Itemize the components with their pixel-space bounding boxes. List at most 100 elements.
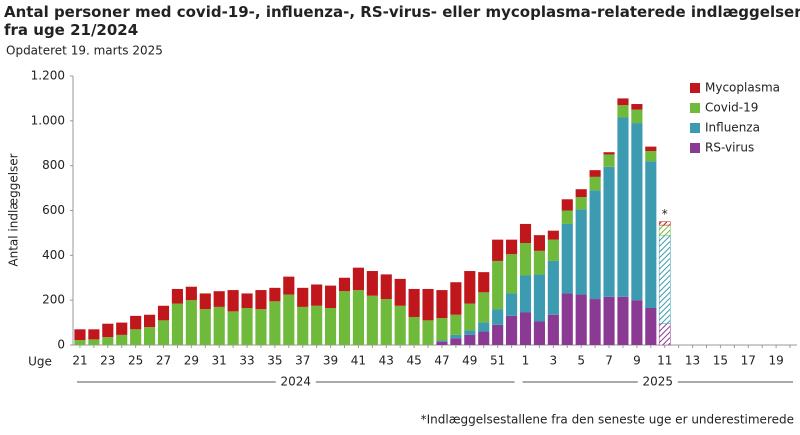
bar-segment	[366, 295, 378, 345]
bar-segment	[394, 305, 406, 345]
bar-segment	[171, 288, 183, 304]
bar-segment	[464, 303, 476, 331]
bar-segment	[547, 230, 559, 240]
x-tick-label: 15	[713, 354, 728, 368]
legend-swatch	[690, 143, 700, 153]
x-tick-label: 23	[100, 354, 115, 368]
x-tick-label: 51	[490, 354, 505, 368]
x-tick-label: 9	[633, 354, 641, 368]
x-tick-label: 49	[462, 354, 477, 368]
bar-segment	[88, 329, 100, 340]
bar-segment	[561, 199, 573, 211]
bar-segment	[645, 308, 657, 345]
bar-segment	[116, 322, 128, 335]
bar-segment	[436, 341, 448, 345]
bar-segment	[269, 301, 281, 345]
bar-segment	[603, 166, 615, 297]
bar-segment	[519, 223, 532, 244]
x-tick-label: 19	[768, 354, 783, 368]
bar-segment	[408, 316, 420, 345]
year-label-bg	[637, 374, 678, 390]
x-tick-label: 27	[156, 354, 171, 368]
bar-segment	[631, 300, 643, 345]
bar-segment	[185, 286, 197, 301]
bar-segment	[464, 271, 476, 304]
bar-segment	[130, 329, 142, 345]
bar-segment	[478, 322, 490, 332]
bar-segment	[492, 260, 504, 310]
bar-segment	[645, 146, 657, 152]
bar-segment	[74, 329, 86, 341]
bar-segment	[241, 293, 253, 309]
bar-segment	[492, 324, 504, 345]
x-tick-label: 17	[741, 354, 756, 368]
bar-segment	[547, 314, 559, 345]
footnote: *Indlæggelsestallene fra den seneste uge…	[421, 413, 794, 427]
bar-segment	[492, 239, 504, 261]
bar-segment	[506, 293, 518, 316]
bar-segment	[589, 176, 601, 191]
x-tick-label: 45	[406, 354, 421, 368]
bar-segment	[88, 339, 100, 345]
legend-swatch	[690, 83, 700, 93]
bar-segment	[603, 152, 615, 155]
x-tick-label: 39	[323, 354, 338, 368]
bar-segment	[116, 334, 128, 345]
bar-segment	[144, 327, 156, 345]
legend-label: Mycoplasma	[705, 81, 780, 95]
x-tick-label: 7	[605, 354, 613, 368]
x-tick-label: 13	[685, 354, 700, 368]
bar-segment	[658, 234, 671, 324]
y-tick-label: 400	[42, 248, 65, 262]
bar-segment	[575, 197, 587, 210]
bar-segment	[450, 282, 462, 315]
y-axis-label: Antal indlæggelser	[7, 153, 21, 266]
bar-segment	[589, 299, 601, 345]
bar-segment	[589, 190, 601, 300]
x-tick-label: 5	[577, 354, 585, 368]
x-tick-label: 47	[434, 354, 449, 368]
bar-segment	[464, 330, 476, 335]
y-tick-label: 600	[42, 203, 65, 217]
bar-segment	[575, 294, 587, 345]
bar-segment	[450, 334, 462, 339]
bar-segment	[478, 331, 490, 345]
y-tick-label: 0	[57, 338, 65, 352]
x-axis-label: Uge	[28, 355, 52, 369]
bar-segment	[311, 305, 323, 345]
year-label: 2024	[280, 375, 311, 389]
bar-segment	[380, 299, 392, 345]
bar-segment	[157, 320, 170, 345]
bar-segment	[352, 267, 364, 291]
bar-segment	[464, 334, 476, 345]
chart-title: fra uge 21/2024	[4, 21, 138, 39]
bar-segment	[631, 109, 643, 124]
bar-segment	[589, 170, 601, 177]
bar-segment	[506, 254, 518, 294]
bar-segment	[645, 161, 657, 309]
bar-segment	[547, 239, 559, 261]
bar-segment	[325, 308, 337, 345]
bar-segment	[658, 224, 671, 236]
bar-segment	[366, 271, 378, 296]
bar-segment	[311, 284, 323, 306]
y-tick-label: 1.000	[31, 113, 65, 127]
legend-label: Influenza	[705, 121, 760, 135]
bar-segment	[519, 312, 532, 345]
bar-segment	[617, 117, 629, 297]
bar-segment	[338, 277, 351, 292]
x-tick-label: 35	[267, 354, 282, 368]
legend-swatch	[690, 103, 700, 113]
x-tick-label: 3	[550, 354, 558, 368]
x-tick-label: 21	[72, 354, 87, 368]
bar-segment	[422, 288, 434, 321]
bar-segment	[380, 274, 392, 300]
annotation: *	[662, 207, 668, 221]
bar-segment	[617, 296, 629, 345]
bar-segment	[478, 292, 490, 323]
bar-segment	[492, 309, 504, 325]
bar-segment	[547, 260, 559, 315]
bar-segment	[185, 300, 197, 345]
bar-segment	[171, 303, 183, 345]
